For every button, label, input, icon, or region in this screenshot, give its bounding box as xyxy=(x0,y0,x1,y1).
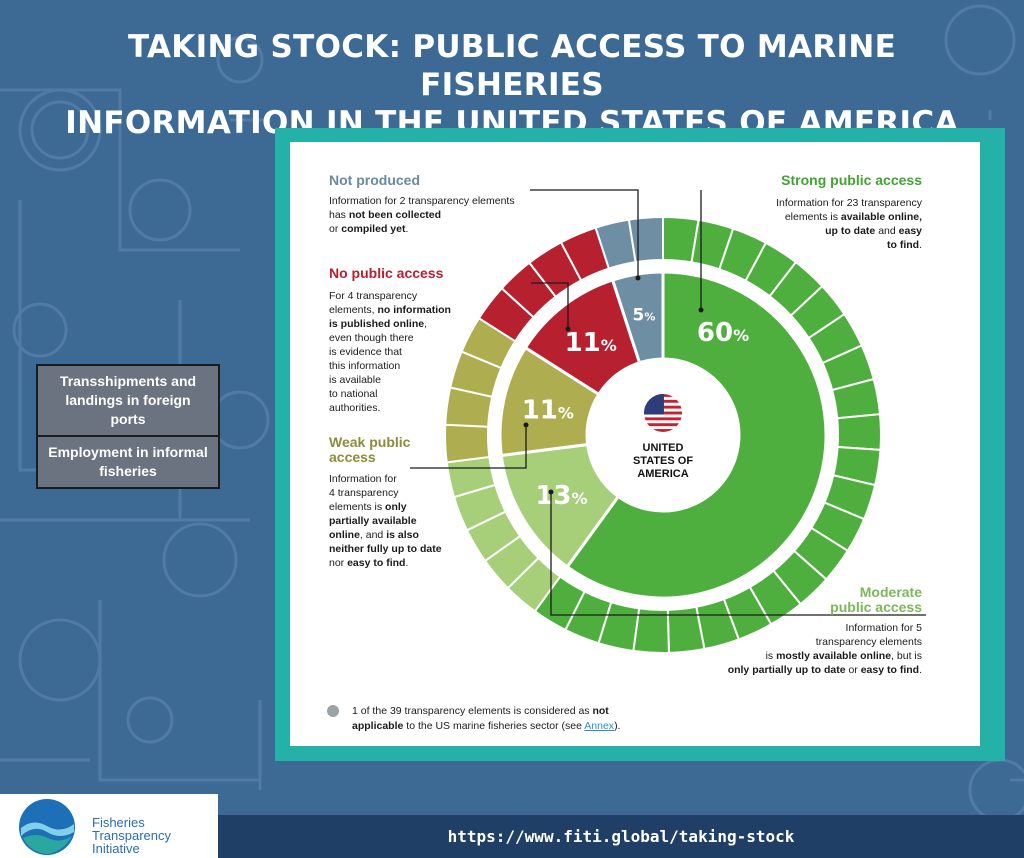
title-line-1: TAKING STOCK: PUBLIC ACCESS TO MARINE FI… xyxy=(127,29,897,103)
leader-dot xyxy=(548,489,554,495)
annotation-moderate-public-access: Information for 5 transparency elements … xyxy=(727,622,922,676)
annotation-weak-public-access: Information for 4 transparency elements … xyxy=(329,473,442,569)
page-title: TAKING STOCK: PUBLIC ACCESS TO MARINE FI… xyxy=(60,28,964,142)
side-box-list: Transshipments and landings in foreign p… xyxy=(36,364,220,489)
us-flag-icon xyxy=(644,394,682,432)
leader-dot xyxy=(565,326,571,332)
leader-dot xyxy=(635,275,641,281)
outer-segment-not-produced xyxy=(627,215,664,264)
heading-strong-public-access: Strong public access xyxy=(781,172,922,188)
center-label-line: AMERICA xyxy=(637,468,688,480)
heading-no-public-access: No public access xyxy=(329,265,444,281)
leader-line xyxy=(410,425,527,469)
leader-line xyxy=(550,492,926,616)
percent-label-moderate: 13% xyxy=(535,481,587,511)
center-hole xyxy=(587,359,739,511)
side-box-employment: Employment in informal fisheries xyxy=(38,435,218,487)
fiti-logo-text: Fisheries Transparency Initiative xyxy=(92,815,171,856)
leader-line xyxy=(530,189,639,278)
annex-link[interactable]: Annex xyxy=(584,720,615,732)
center-label-line: UNITED xyxy=(643,442,684,454)
annotation-no-public-access: For 4 transparency elements, no informat… xyxy=(329,290,451,414)
outer-segment-weak xyxy=(444,423,491,464)
leader-dot xyxy=(698,307,704,313)
percent-label-not-produced: 5% xyxy=(632,306,655,326)
percent-label-weak: 11% xyxy=(522,395,574,425)
not-applicable-note: 1 of the 39 transparency elements is con… xyxy=(352,705,621,732)
center-label-line: STATES OF xyxy=(633,455,693,467)
percent-label-no-access: 11% xyxy=(565,328,617,358)
percent-label-strong: 60% xyxy=(697,318,749,348)
fiti-logo xyxy=(0,794,218,858)
footer-url[interactable]: https://www.fiti.global/taking-stock xyxy=(447,827,795,846)
footer-bar: https://www.fiti.global/taking-stock xyxy=(218,815,1024,858)
fiti-logo-icon xyxy=(19,799,75,855)
outer-segment-strong xyxy=(836,413,882,451)
heading-not-produced: Not produced xyxy=(329,172,420,188)
not-applicable-dot xyxy=(327,705,339,717)
annotation-not-produced: Information for 2 transparency elements … xyxy=(329,195,515,235)
leader-line xyxy=(531,282,569,329)
side-box-transshipments: Transshipments and landings in foreign p… xyxy=(59,373,197,427)
annotation-strong-public-access: Information for 23 transparency elements… xyxy=(776,197,922,251)
leader-dot xyxy=(523,422,529,428)
heading-moderate-public-access: Moderate public access xyxy=(830,584,922,615)
heading-weak-public-access: Weak public access xyxy=(329,434,411,465)
